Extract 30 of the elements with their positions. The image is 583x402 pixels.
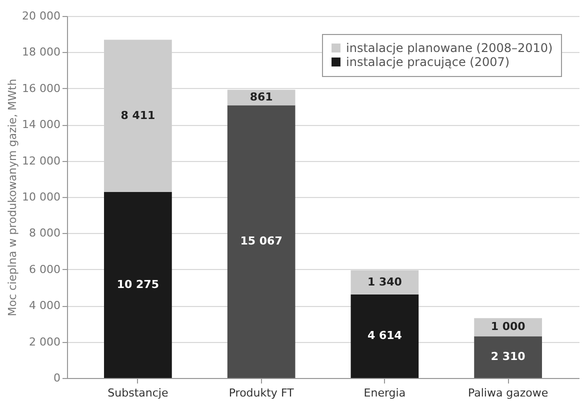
x-tick-label: Substancje	[108, 386, 168, 400]
y-tick-label: 4 000	[29, 299, 60, 312]
bar	[227, 105, 296, 378]
y-tick-label: 14 000	[22, 118, 60, 132]
data-label: 1 340	[367, 275, 402, 288]
y-tick-label: 16 000	[22, 82, 60, 95]
x-tick-label: Energia	[364, 386, 406, 400]
data-label: 1 000	[490, 320, 526, 334]
data-label: 2 310	[490, 350, 526, 364]
y-axis-title: Moc cieplna w produkowanym gazie, MWth	[6, 78, 20, 316]
data-label: 861	[250, 90, 273, 104]
y-tick-label: 0	[54, 372, 60, 384]
data-label: 15 067	[240, 234, 282, 248]
data-label: 8 411	[120, 108, 156, 122]
legend-label: instalacje pracujące (2007)	[346, 55, 510, 69]
x-tick-label: Produkty FT	[228, 386, 294, 400]
bar	[474, 336, 542, 378]
bar	[350, 294, 419, 378]
y-tick-label: 20 000	[22, 10, 60, 22]
data-label: 4 614	[367, 329, 402, 342]
data-label: 10 275	[116, 278, 159, 292]
x-tick-label: Paliwa gazowe	[468, 386, 548, 400]
y-tick-label: 12 000	[22, 154, 60, 168]
y-tick-label: 6 000	[29, 262, 60, 276]
y-tick-label: 2 000	[29, 335, 60, 348]
legend-label: instalacje planowane (2008–2010)	[346, 41, 553, 55]
y-tick-label: 10 000	[22, 190, 60, 204]
y-tick-label: 8 000	[29, 226, 60, 240]
bar	[104, 192, 172, 378]
y-tick-label: 18 000	[22, 46, 60, 59]
